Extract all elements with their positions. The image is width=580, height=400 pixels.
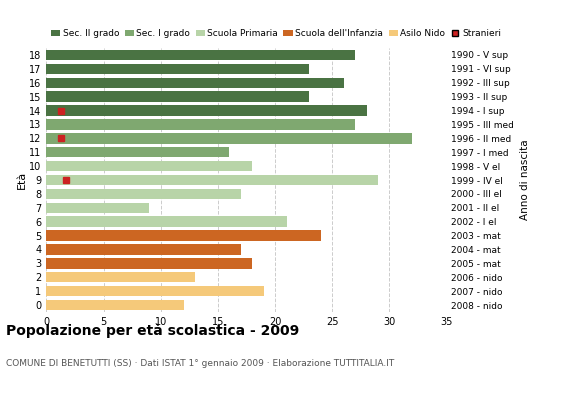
Bar: [46, 175, 378, 185]
Text: COMUNE DI BENETUTTI (SS) · Dati ISTAT 1° gennaio 2009 · Elaborazione TUTTITALIA.: COMUNE DI BENETUTTI (SS) · Dati ISTAT 1°…: [6, 359, 394, 368]
Bar: [46, 50, 355, 60]
Bar: [46, 216, 287, 227]
Bar: [46, 64, 309, 74]
Text: Popolazione per età scolastica - 2009: Popolazione per età scolastica - 2009: [6, 324, 299, 338]
Bar: [46, 258, 252, 268]
Bar: [46, 105, 367, 116]
Bar: [46, 92, 309, 102]
Legend: Sec. II grado, Sec. I grado, Scuola Primaria, Scuola dell'Infanzia, Asilo Nido, : Sec. II grado, Sec. I grado, Scuola Prim…: [51, 29, 502, 38]
Bar: [46, 189, 241, 199]
Bar: [46, 78, 344, 88]
Bar: [46, 202, 149, 213]
Bar: [46, 300, 184, 310]
Bar: [46, 272, 195, 282]
Bar: [46, 286, 264, 296]
Bar: [46, 119, 355, 130]
Y-axis label: Età: Età: [16, 171, 26, 189]
Bar: [46, 230, 321, 241]
Bar: [46, 244, 241, 255]
Bar: [46, 147, 229, 158]
Bar: [46, 161, 252, 171]
Y-axis label: Anno di nascita: Anno di nascita: [520, 140, 530, 220]
Bar: [46, 133, 412, 144]
